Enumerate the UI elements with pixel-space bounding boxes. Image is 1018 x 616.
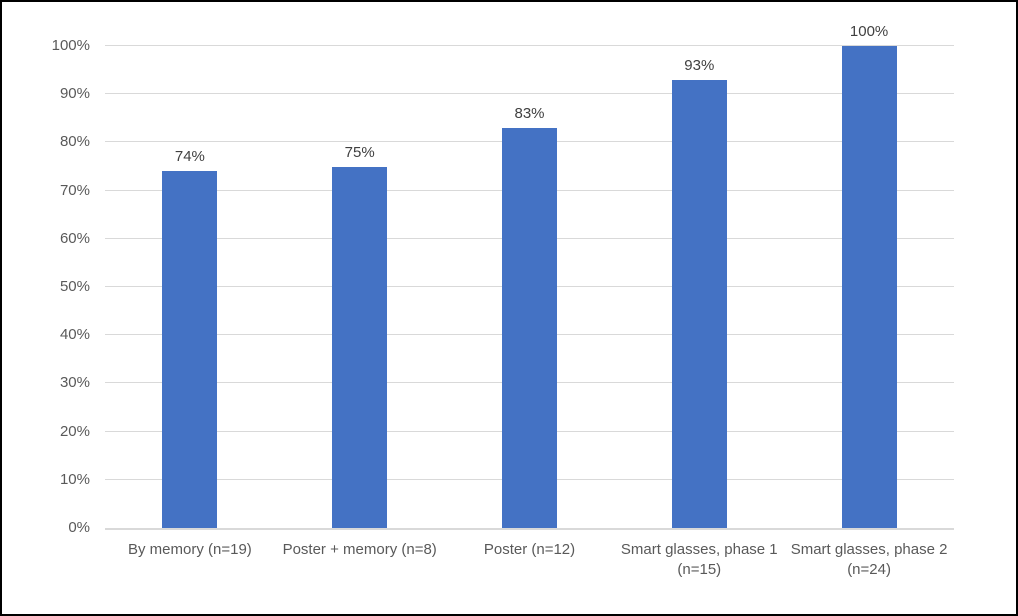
bar-value-label: 93% (684, 56, 715, 74)
bar (841, 46, 897, 528)
bar-group: 83% (502, 106, 557, 528)
y-axis: 0% 10% 20% 30% 40% 50% 60% 70% 80% 90% 100% (2, 37, 90, 536)
gridline (105, 93, 954, 95)
bar-group: 74% (162, 149, 218, 528)
y-axis-tick-label: 80% (59, 133, 90, 151)
y-axis-tick-label: 40% (59, 326, 90, 344)
x-axis-category-label: Poster (n=12) (483, 541, 576, 558)
y-axis-tick-label: 100% (51, 37, 90, 54)
x-axis-category-label: Smart glasses, phase 1 (n=15) (620, 541, 778, 578)
y-axis-tick-label: 50% (59, 278, 90, 295)
bar-value-label: 100% (849, 23, 889, 40)
bar-value-label: 75% (344, 143, 375, 161)
gridline (105, 45, 954, 46)
bar (502, 127, 557, 528)
x-axis-category-label: By memory (n=19) (128, 541, 252, 558)
bar-value-label: 83% (514, 104, 545, 122)
y-axis-tick-label: 70% (59, 181, 90, 199)
bar-group: 100% (841, 24, 897, 528)
y-axis-tick-label: 20% (59, 422, 90, 440)
bar-value-label: 74% (174, 148, 205, 166)
bar (162, 171, 218, 528)
y-axis-tick-label: 90% (59, 85, 90, 103)
y-axis-tick-label: 60% (59, 229, 90, 247)
bar-group: 93% (671, 58, 727, 528)
y-axis-tick-label: 30% (59, 374, 90, 392)
x-axis-category-label: Smart glasses, phase 2 (n=24) (790, 541, 948, 578)
x-axis: By memory (n=19) Poster + memory (n=8) Pos… (105, 540, 954, 590)
x-axis-line (105, 528, 954, 530)
bar (671, 79, 727, 528)
bar-group: 75% (332, 145, 388, 528)
x-axis-category-label: Poster + memory (n=8) (282, 541, 437, 558)
plot-area: 74% 75% 83% 93% 100% (105, 24, 954, 530)
bar (332, 166, 388, 528)
y-axis-tick-label: 0% (68, 519, 90, 536)
y-axis-tick-label: 10% (59, 470, 90, 488)
